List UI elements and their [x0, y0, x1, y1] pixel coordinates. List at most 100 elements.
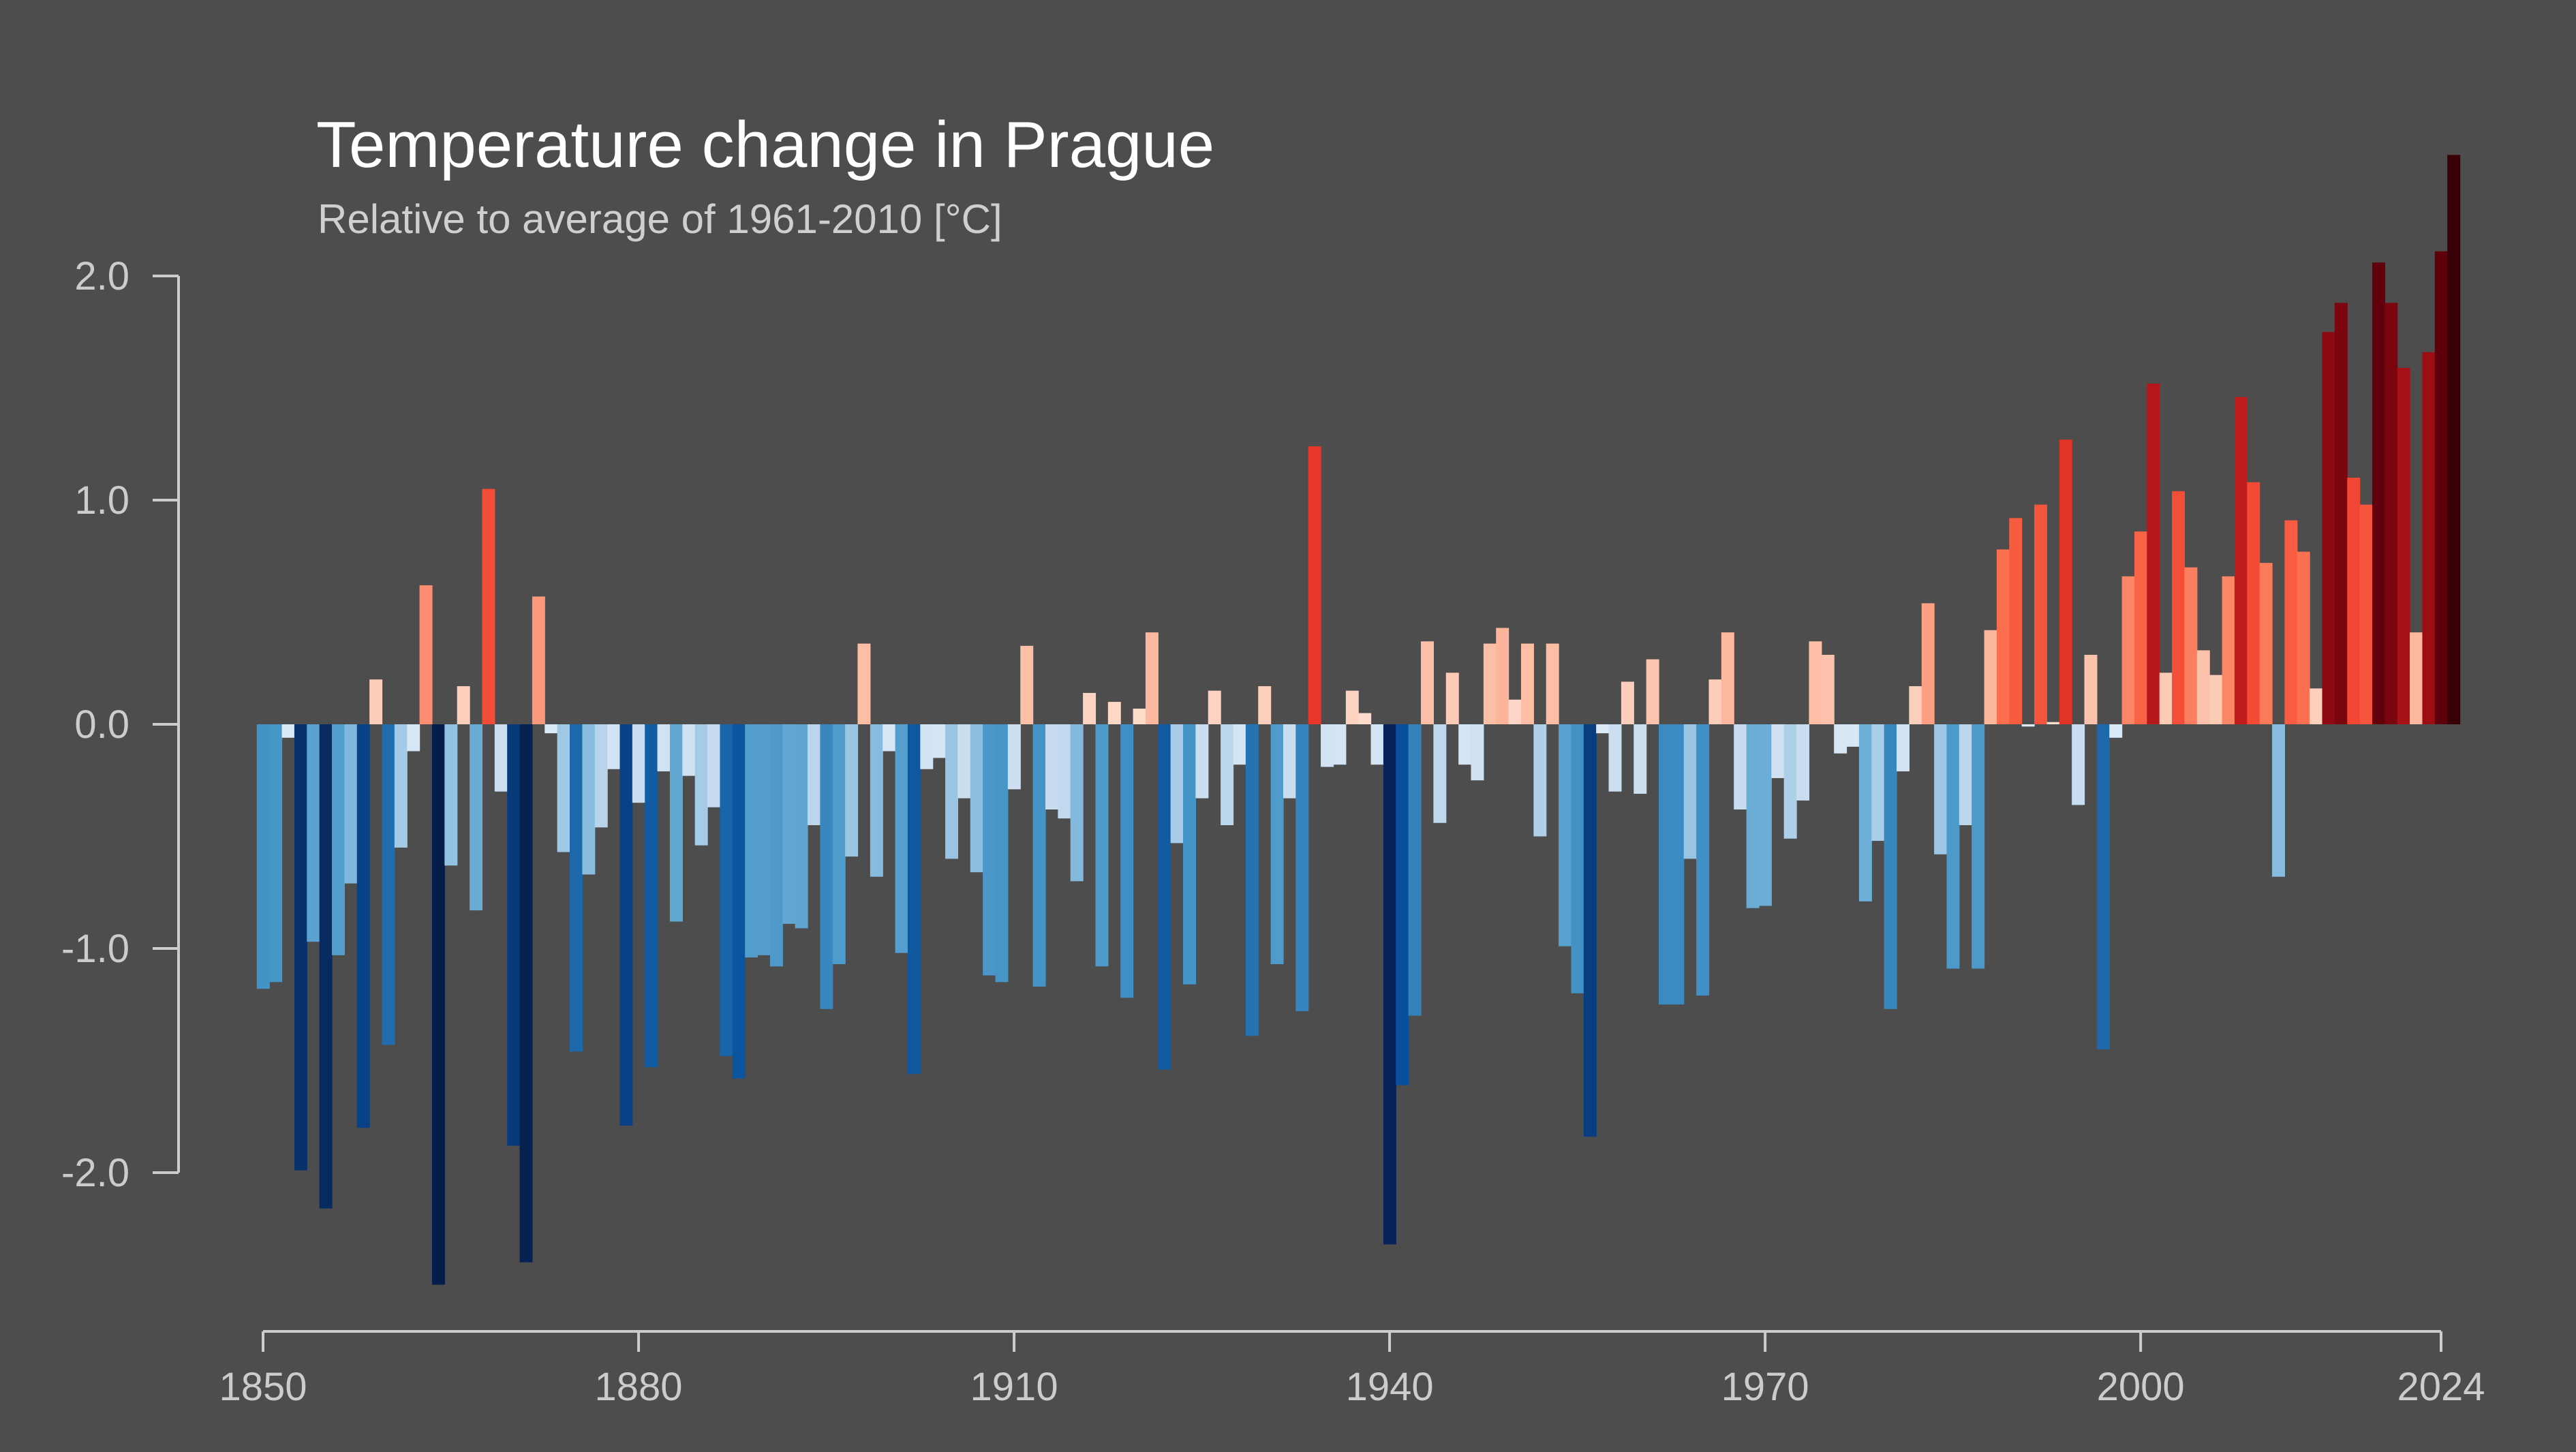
bar-1926: [1208, 690, 1221, 724]
bar-2012: [2284, 520, 2298, 724]
bar-1922: [1158, 724, 1171, 1070]
bar-1950: [1508, 699, 1522, 724]
bar-1880: [632, 724, 645, 803]
bar-2018: [2359, 504, 2373, 724]
bar-2020: [2385, 303, 2398, 725]
bar-1890: [757, 724, 771, 955]
bar-1902: [907, 724, 921, 1075]
x-axis: 1850 1880 1910 1940 1970 2000 2024: [219, 1330, 2485, 1409]
bar-1894: [808, 724, 821, 826]
bar-1947: [1471, 724, 1484, 781]
bar-1883: [669, 724, 683, 922]
bar-1934: [1308, 446, 1321, 724]
bar-1886: [707, 724, 721, 807]
x-tick-label: 1910: [970, 1365, 1058, 1409]
bar-1953: [1546, 643, 1559, 724]
bar-1913: [1045, 724, 1058, 810]
bar-1925: [1195, 724, 1209, 799]
bar-2003: [2172, 491, 2186, 724]
bar-2002: [2159, 673, 2173, 724]
bar-1941: [1396, 724, 1409, 1085]
bar-1898: [857, 643, 871, 724]
bar-1850: [256, 724, 270, 989]
bar-1994: [2059, 439, 2072, 724]
y-tick-label: 0.0: [74, 702, 129, 747]
bar-1936: [1333, 724, 1347, 765]
bar-1968: [1734, 724, 1747, 810]
chart-title: Temperature change in Prague: [316, 108, 1214, 181]
bar-1996: [2084, 655, 2098, 724]
bar-1871: [519, 724, 533, 1263]
bar-1986: [1959, 724, 1972, 826]
bar-1982: [1909, 686, 1922, 724]
bar-1964: [1683, 724, 1697, 859]
bar-1958: [1608, 724, 1622, 792]
bar-2000: [2134, 531, 2147, 724]
bar-1963: [1671, 724, 1685, 1005]
bar-1932: [1283, 724, 1296, 799]
bar-1897: [845, 724, 859, 857]
bar-2015: [2322, 332, 2335, 724]
bar-1908: [983, 724, 996, 976]
bar-1990: [2009, 518, 2023, 724]
bar-1917: [1095, 724, 1109, 967]
bar-1857: [344, 724, 358, 884]
bar-1914: [1058, 724, 1071, 819]
bar-1954: [1559, 724, 1572, 946]
bar-1930: [1258, 686, 1272, 724]
bar-1940: [1383, 724, 1396, 1245]
bar-1998: [2109, 724, 2123, 738]
bar-1878: [607, 724, 621, 769]
bar-1888: [732, 724, 746, 1079]
bar-1912: [1032, 724, 1046, 987]
bar-2016: [2334, 303, 2348, 725]
bar-1863: [419, 585, 433, 724]
bar-1892: [782, 724, 796, 924]
bar-1995: [2072, 724, 2085, 805]
bar-1977: [1846, 724, 1860, 747]
bar-1904: [932, 724, 946, 758]
bar-1991: [2021, 724, 2035, 727]
bar-1931: [1270, 724, 1284, 965]
bar-1903: [920, 724, 934, 769]
bar-2009: [2247, 482, 2260, 724]
bar-1973: [1796, 724, 1810, 801]
bars-group: [256, 155, 2461, 1285]
bar-1889: [745, 724, 758, 958]
bar-1949: [1496, 628, 1509, 724]
x-tick-label: 1850: [219, 1365, 307, 1409]
x-tick-label: 1970: [1721, 1365, 1809, 1409]
bar-1985: [1946, 724, 1960, 969]
bar-1856: [332, 724, 345, 955]
bar-1885: [694, 724, 708, 846]
bar-1879: [619, 724, 633, 1126]
bar-1997: [2096, 724, 2110, 1050]
bar-1875: [570, 724, 583, 1052]
bar-1854: [307, 724, 320, 942]
x-tick-label: 2000: [2097, 1365, 2185, 1409]
bar-1992: [2034, 504, 2048, 724]
bar-1957: [1596, 724, 1610, 734]
bar-1862: [407, 724, 420, 752]
bar-1893: [795, 724, 808, 929]
bar-1905: [945, 724, 959, 859]
bar-1924: [1183, 724, 1196, 985]
bar-1987: [1972, 724, 1985, 969]
bar-1937: [1345, 690, 1359, 724]
bar-1976: [1834, 724, 1847, 754]
bar-1895: [820, 724, 833, 1009]
bar-1962: [1659, 724, 1672, 1005]
bar-1951: [1520, 643, 1534, 724]
bar-2023: [2422, 352, 2436, 724]
bar-1928: [1233, 724, 1246, 765]
bar-1887: [720, 724, 733, 1056]
bar-2011: [2272, 724, 2285, 877]
bar-1969: [1746, 724, 1760, 908]
bar-1918: [1107, 702, 1121, 724]
x-tick-label: 2024: [2397, 1365, 2485, 1409]
bar-1979: [1871, 724, 1885, 841]
y-tick-label: -1.0: [61, 927, 129, 971]
bar-2001: [2147, 383, 2160, 724]
y-tick-label: 1.0: [74, 478, 129, 523]
